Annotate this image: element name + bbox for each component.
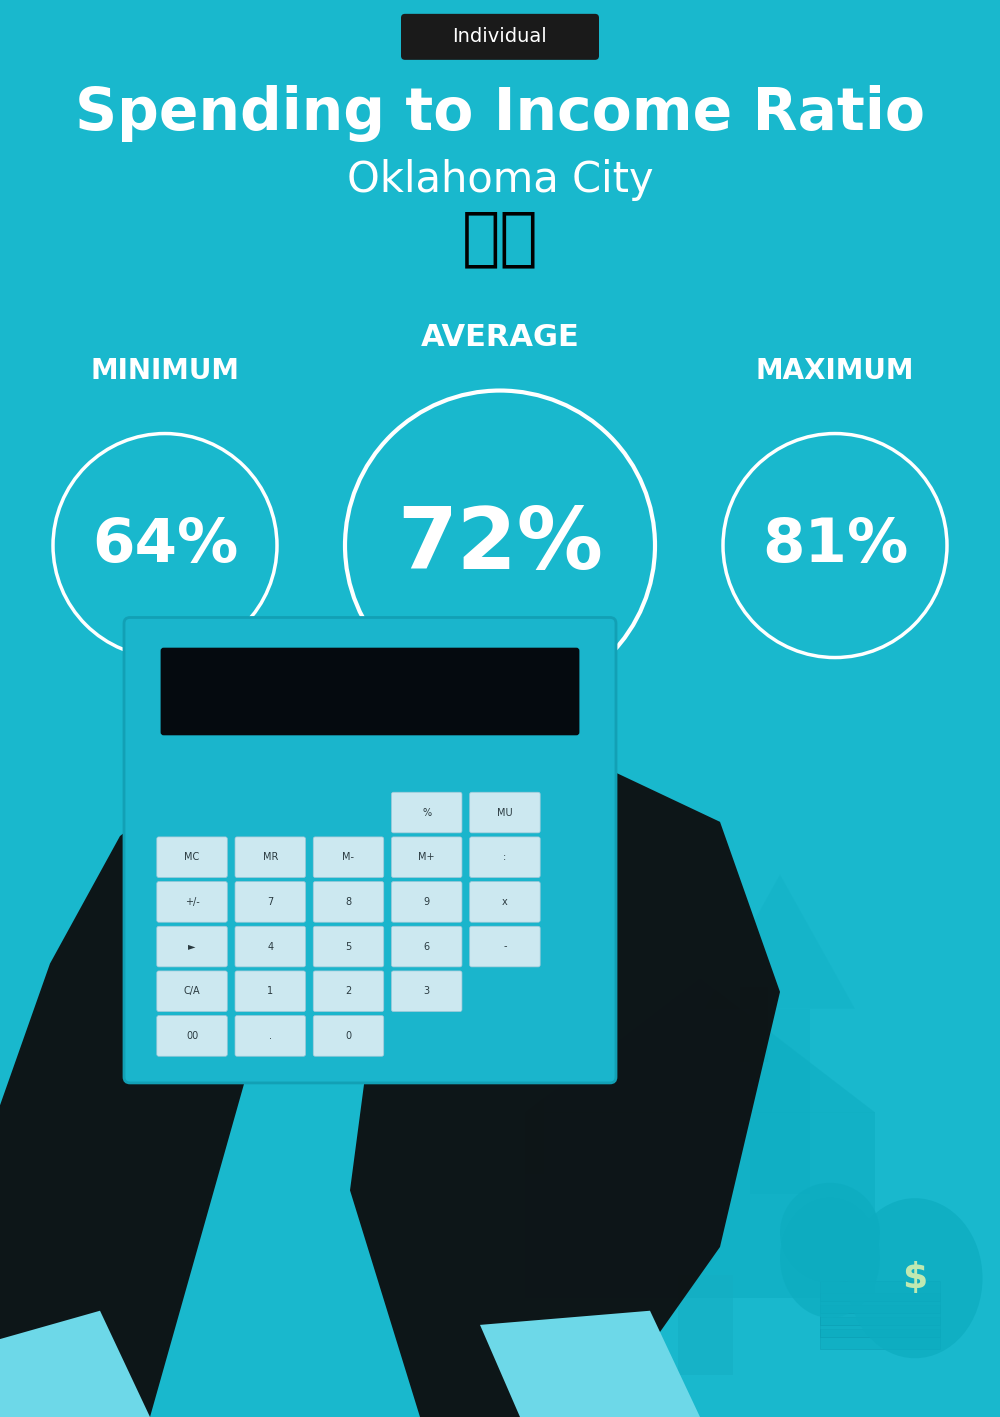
- Text: 3: 3: [424, 986, 430, 996]
- Bar: [820, 1316, 940, 1338]
- Text: %: %: [422, 808, 431, 818]
- FancyBboxPatch shape: [235, 1016, 306, 1056]
- FancyBboxPatch shape: [470, 792, 540, 833]
- Text: :: :: [503, 852, 507, 862]
- FancyBboxPatch shape: [157, 881, 227, 922]
- Bar: [678, 1275, 733, 1376]
- Bar: [750, 1009, 810, 1195]
- Text: +/-: +/-: [185, 897, 199, 907]
- Text: .: .: [269, 1032, 272, 1041]
- FancyBboxPatch shape: [313, 837, 384, 877]
- FancyBboxPatch shape: [235, 971, 306, 1012]
- FancyBboxPatch shape: [470, 837, 540, 877]
- Text: MAXIMUM: MAXIMUM: [756, 357, 914, 385]
- FancyBboxPatch shape: [391, 881, 462, 922]
- Text: 1: 1: [267, 986, 273, 996]
- Bar: [820, 1329, 940, 1349]
- FancyBboxPatch shape: [157, 837, 227, 877]
- Text: 4: 4: [267, 941, 273, 952]
- FancyBboxPatch shape: [313, 971, 384, 1012]
- Text: MC: MC: [184, 852, 200, 862]
- Polygon shape: [0, 1311, 150, 1417]
- Text: 9: 9: [424, 897, 430, 907]
- FancyBboxPatch shape: [235, 927, 306, 966]
- FancyBboxPatch shape: [235, 881, 306, 922]
- FancyBboxPatch shape: [313, 881, 384, 922]
- FancyBboxPatch shape: [470, 927, 540, 966]
- Text: Spending to Income Ratio: Spending to Income Ratio: [75, 85, 925, 142]
- FancyBboxPatch shape: [391, 837, 462, 877]
- FancyBboxPatch shape: [391, 927, 462, 966]
- Text: AVERAGE: AVERAGE: [421, 323, 579, 351]
- Polygon shape: [350, 765, 780, 1417]
- Text: 6: 6: [424, 941, 430, 952]
- FancyBboxPatch shape: [161, 648, 579, 735]
- Text: 72%: 72%: [397, 504, 603, 587]
- Polygon shape: [705, 874, 855, 1009]
- Text: M-: M-: [342, 852, 354, 862]
- Text: MINIMUM: MINIMUM: [90, 357, 240, 385]
- Bar: [820, 1292, 940, 1314]
- Bar: [740, 988, 768, 1063]
- Text: 8: 8: [345, 897, 352, 907]
- Bar: [820, 1281, 940, 1301]
- Polygon shape: [480, 1311, 700, 1417]
- Text: 81%: 81%: [762, 516, 908, 575]
- Text: ►: ►: [188, 941, 196, 952]
- Bar: [820, 1305, 940, 1325]
- Text: 2: 2: [345, 986, 352, 996]
- Text: x: x: [502, 897, 508, 907]
- Text: -: -: [503, 941, 507, 952]
- FancyBboxPatch shape: [157, 927, 227, 966]
- FancyBboxPatch shape: [391, 792, 462, 833]
- Text: C/A: C/A: [184, 986, 200, 996]
- Text: 00: 00: [186, 1032, 198, 1041]
- FancyBboxPatch shape: [124, 618, 616, 1083]
- Polygon shape: [525, 978, 875, 1112]
- Ellipse shape: [848, 1199, 982, 1359]
- Text: 7: 7: [267, 897, 273, 907]
- Text: 0: 0: [345, 1032, 352, 1041]
- Text: MU: MU: [497, 808, 513, 818]
- Text: 🇺🇸: 🇺🇸: [462, 207, 538, 269]
- Text: M+: M+: [418, 852, 435, 862]
- FancyBboxPatch shape: [401, 14, 599, 60]
- FancyBboxPatch shape: [157, 971, 227, 1012]
- Text: 64%: 64%: [92, 516, 238, 575]
- Bar: [456, 914, 544, 1175]
- Text: MR: MR: [263, 852, 278, 862]
- FancyBboxPatch shape: [313, 927, 384, 966]
- Text: $: $: [902, 1261, 928, 1295]
- Text: Individual: Individual: [453, 27, 547, 47]
- Text: 5: 5: [345, 941, 352, 952]
- FancyBboxPatch shape: [313, 1016, 384, 1056]
- Polygon shape: [0, 758, 420, 1417]
- Polygon shape: [390, 724, 610, 914]
- FancyBboxPatch shape: [157, 1016, 227, 1056]
- Ellipse shape: [780, 1197, 880, 1318]
- FancyBboxPatch shape: [470, 881, 540, 922]
- Circle shape: [780, 1183, 880, 1282]
- FancyBboxPatch shape: [391, 971, 462, 1012]
- FancyBboxPatch shape: [235, 837, 306, 877]
- Bar: [525, 1112, 875, 1298]
- Text: Oklahoma City: Oklahoma City: [347, 159, 653, 201]
